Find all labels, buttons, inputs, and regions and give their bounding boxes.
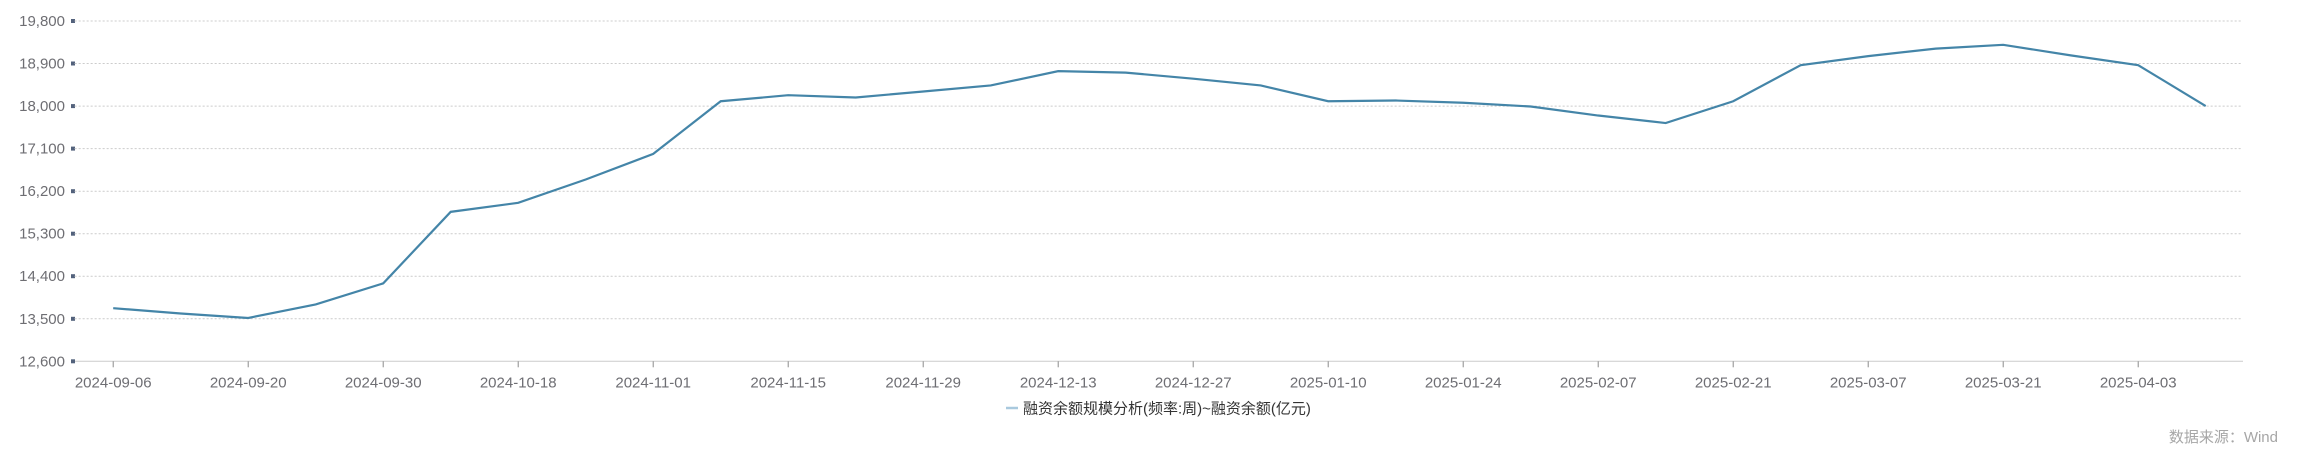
svg-text:2024-09-06: 2024-09-06: [75, 374, 152, 391]
svg-text:2024-11-15: 2024-11-15: [750, 374, 826, 391]
svg-text:13,500: 13,500: [19, 311, 65, 328]
svg-text:17,100: 17,100: [19, 141, 65, 158]
svg-text:14,400: 14,400: [19, 268, 65, 285]
svg-text:数据来源：Wind: 数据来源：Wind: [2169, 429, 2278, 446]
svg-text:2024-09-20: 2024-09-20: [210, 374, 287, 391]
svg-text:18,900: 18,900: [19, 56, 65, 73]
svg-text:2025-01-10: 2025-01-10: [1290, 374, 1367, 391]
svg-text:2025-01-24: 2025-01-24: [1425, 374, 1502, 391]
svg-text:2025-02-07: 2025-02-07: [1560, 374, 1637, 391]
svg-text:18,000: 18,000: [19, 98, 65, 115]
svg-text:15,300: 15,300: [19, 226, 65, 243]
svg-text:2024-09-30: 2024-09-30: [345, 374, 422, 391]
svg-text:2024-12-27: 2024-12-27: [1155, 374, 1232, 391]
svg-text:2024-11-29: 2024-11-29: [885, 374, 961, 391]
svg-text:2024-11-01: 2024-11-01: [615, 374, 691, 391]
svg-text:12,600: 12,600: [19, 353, 65, 370]
svg-text:2024-12-13: 2024-12-13: [1020, 374, 1097, 391]
svg-text:2024-10-18: 2024-10-18: [480, 374, 557, 391]
svg-text:2025-03-07: 2025-03-07: [1830, 374, 1907, 391]
svg-text:2025-02-21: 2025-02-21: [1695, 374, 1772, 391]
svg-text:2025-03-21: 2025-03-21: [1965, 374, 2042, 391]
svg-text:2025-04-03: 2025-04-03: [2100, 374, 2177, 391]
svg-text:19,800: 19,800: [19, 13, 65, 30]
svg-text:16,200: 16,200: [19, 183, 65, 200]
svg-text:融资余额规模分析(频率:周)~融资余额(亿元): 融资余额规模分析(频率:周)~融资余额(亿元): [1023, 399, 1311, 417]
